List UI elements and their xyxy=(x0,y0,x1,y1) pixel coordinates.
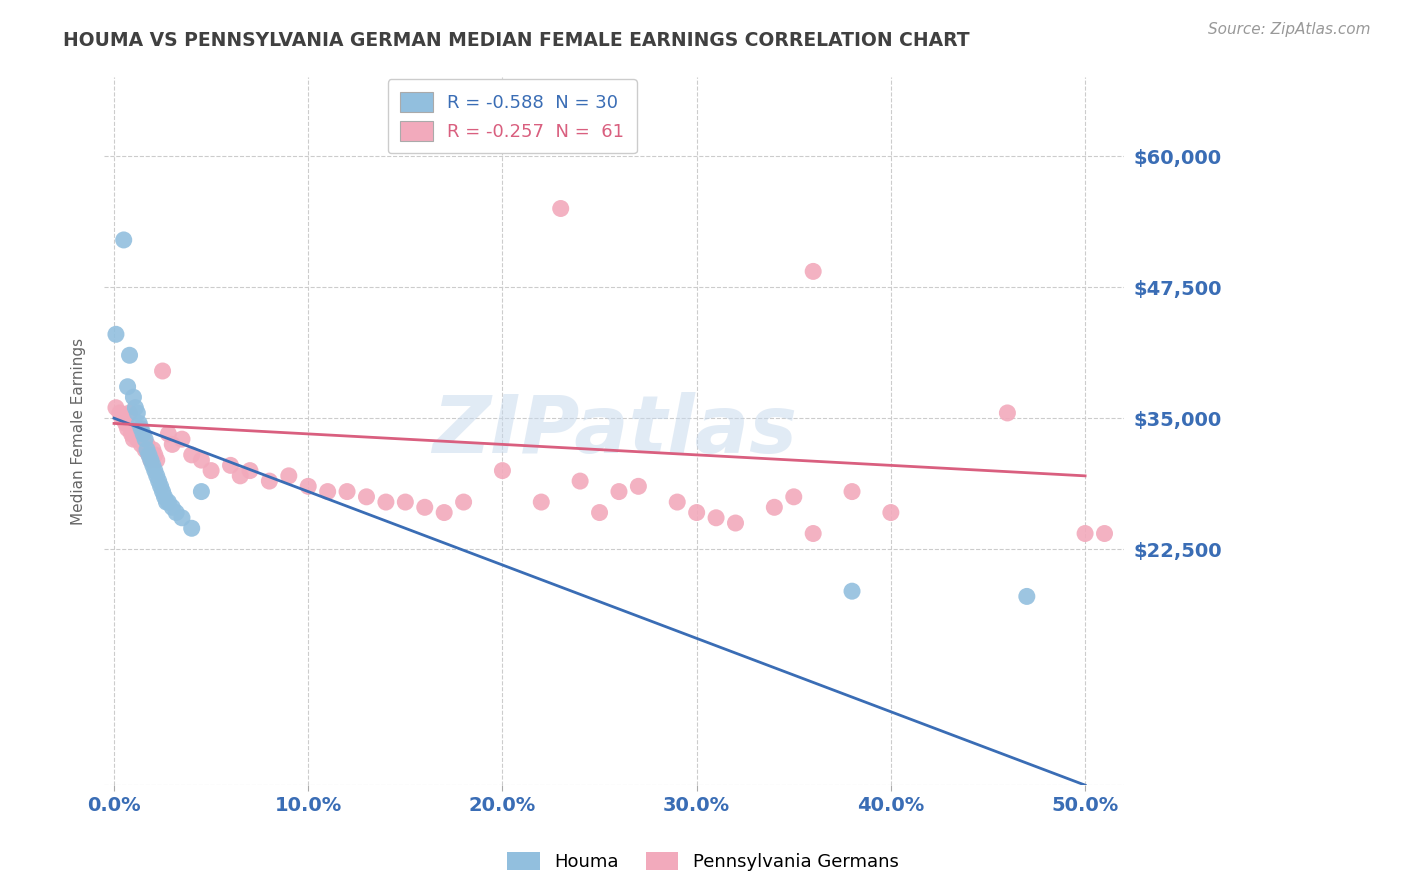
Point xyxy=(550,202,572,216)
Point xyxy=(152,484,174,499)
Point xyxy=(128,417,150,431)
Point xyxy=(724,516,747,530)
Point xyxy=(143,464,166,478)
Point xyxy=(138,448,160,462)
Point xyxy=(138,448,160,462)
Point xyxy=(134,442,156,457)
Point xyxy=(124,401,146,415)
Point xyxy=(114,417,136,431)
Point xyxy=(336,484,359,499)
Point xyxy=(763,500,786,515)
Point xyxy=(118,348,141,362)
Point xyxy=(142,442,165,457)
Point xyxy=(145,453,167,467)
Point xyxy=(200,464,222,478)
Point xyxy=(162,500,184,515)
Point xyxy=(132,432,155,446)
Point xyxy=(118,406,141,420)
Point xyxy=(127,432,149,446)
Point xyxy=(530,495,553,509)
Point xyxy=(157,426,180,441)
Point xyxy=(117,422,139,436)
Point xyxy=(801,264,824,278)
Point xyxy=(453,495,475,509)
Point xyxy=(132,426,155,441)
Point xyxy=(880,506,903,520)
Point xyxy=(277,468,299,483)
Point xyxy=(433,506,456,520)
Point xyxy=(219,458,242,473)
Point xyxy=(394,495,416,509)
Point xyxy=(153,490,176,504)
Point xyxy=(180,448,202,462)
Point xyxy=(413,500,436,515)
Point xyxy=(129,422,152,436)
Point xyxy=(136,437,159,451)
Point xyxy=(104,327,127,342)
Point xyxy=(783,490,806,504)
Point xyxy=(170,432,193,446)
Point xyxy=(588,506,610,520)
Text: Source: ZipAtlas.com: Source: ZipAtlas.com xyxy=(1208,22,1371,37)
Point xyxy=(149,479,172,493)
Point xyxy=(1074,526,1097,541)
Point xyxy=(356,490,378,504)
Point xyxy=(627,479,650,493)
Point xyxy=(801,526,824,541)
Point xyxy=(685,506,707,520)
Point xyxy=(170,510,193,524)
Point xyxy=(374,495,396,509)
Point xyxy=(607,484,630,499)
Point xyxy=(190,484,212,499)
Point xyxy=(128,422,150,436)
Point xyxy=(1015,590,1038,604)
Point xyxy=(297,479,319,493)
Legend: Houma, Pennsylvania Germans: Houma, Pennsylvania Germans xyxy=(501,846,905,879)
Point xyxy=(139,453,162,467)
Point xyxy=(122,432,145,446)
Point xyxy=(122,390,145,404)
Point xyxy=(142,458,165,473)
Point xyxy=(180,521,202,535)
Point xyxy=(112,233,135,247)
Point xyxy=(121,426,143,441)
Y-axis label: Median Female Earnings: Median Female Earnings xyxy=(72,338,86,524)
Point xyxy=(112,411,135,425)
Point xyxy=(155,495,177,509)
Point xyxy=(841,484,863,499)
Point xyxy=(124,426,146,441)
Point xyxy=(569,474,592,488)
Point xyxy=(127,406,149,420)
Point xyxy=(162,437,184,451)
Point xyxy=(143,448,166,462)
Point xyxy=(134,432,156,446)
Point xyxy=(157,495,180,509)
Point xyxy=(165,506,187,520)
Text: ZIPatlas: ZIPatlas xyxy=(432,392,797,470)
Point xyxy=(104,401,127,415)
Point xyxy=(666,495,689,509)
Point xyxy=(139,453,162,467)
Point xyxy=(108,406,131,420)
Point xyxy=(1094,526,1116,541)
Point xyxy=(491,464,513,478)
Point xyxy=(152,364,174,378)
Point xyxy=(111,411,134,425)
Point xyxy=(129,437,152,451)
Point xyxy=(190,453,212,467)
Point xyxy=(148,474,170,488)
Point xyxy=(316,484,339,499)
Point xyxy=(229,468,252,483)
Point xyxy=(239,464,262,478)
Point xyxy=(704,510,727,524)
Legend: R = -0.588  N = 30, R = -0.257  N =  61: R = -0.588 N = 30, R = -0.257 N = 61 xyxy=(388,79,637,153)
Point xyxy=(145,468,167,483)
Point xyxy=(136,442,159,457)
Text: HOUMA VS PENNSYLVANIA GERMAN MEDIAN FEMALE EARNINGS CORRELATION CHART: HOUMA VS PENNSYLVANIA GERMAN MEDIAN FEMA… xyxy=(63,31,970,50)
Point xyxy=(259,474,281,488)
Point xyxy=(997,406,1019,420)
Point xyxy=(117,380,139,394)
Point xyxy=(841,584,863,599)
